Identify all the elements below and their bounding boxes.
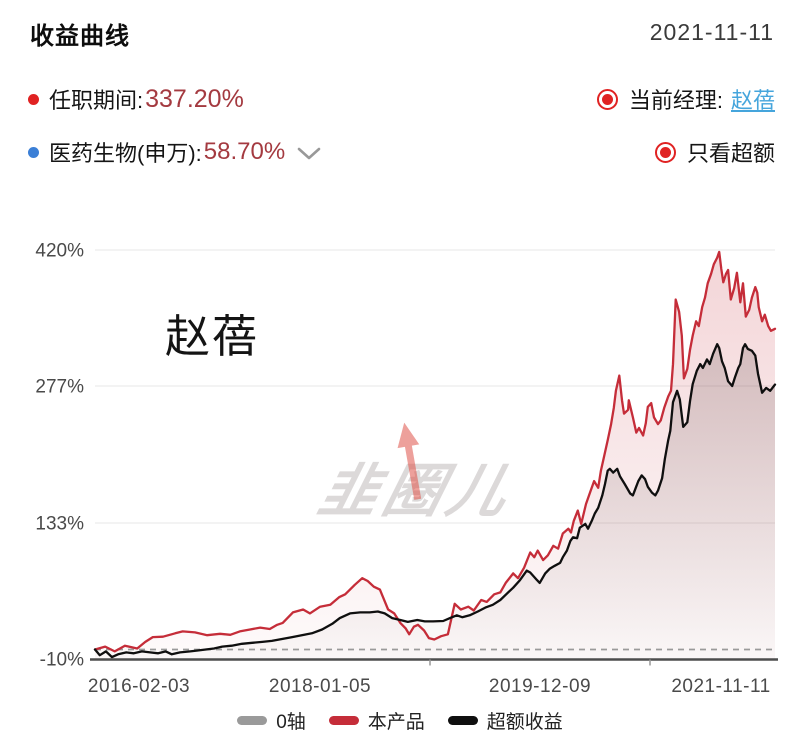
product-return-stat: 任职期间: 337.20% — [28, 83, 244, 115]
benchmark-label: 医药生物(申万): — [49, 141, 202, 166]
product-dot-icon — [28, 93, 39, 105]
svg-text:133%: 133% — [35, 514, 84, 535]
product-return-value: 337.20% — [145, 84, 244, 113]
excess-radio-icon[interactable] — [654, 141, 676, 163]
legend-item-excess[interactable]: 超额收益 — [447, 707, 563, 734]
svg-text:-10%: -10% — [40, 650, 84, 671]
page-title: 收益曲线 — [30, 23, 130, 50]
chart-canvas[interactable]: 420% 277% 133% -10% — [0, 228, 800, 672]
excess-only-label: 只看超额 — [686, 141, 775, 166]
excess-swatch-icon — [447, 716, 478, 725]
legend-item-zero-axis[interactable]: 0轴 — [237, 707, 306, 734]
product-return-label: 任职期间: — [49, 88, 144, 113]
x-tick-2016: 2016-02-03 — [87, 676, 191, 697]
chart-manager-annotation: 赵蓓 — [165, 311, 260, 362]
benchmark-dot-icon — [28, 146, 39, 158]
return-chart[interactable]: 韭圈儿 420% 277% 133% -10% 赵蓓 — [0, 228, 800, 672]
watermark-jiuquaner: 韭圈儿 — [313, 422, 552, 536]
x-tick-2018: 2018-01-05 — [268, 676, 372, 697]
excess-only-toggle[interactable]: 只看超额 — [654, 136, 775, 168]
x-tick-2019: 2019-12-09 — [488, 676, 592, 697]
chevron-down-icon[interactable] — [297, 147, 321, 161]
manager-radio-icon[interactable] — [596, 88, 618, 110]
chart-legend: 0轴 本产品 超额收益 — [0, 707, 800, 734]
svg-text:277%: 277% — [35, 377, 84, 398]
svg-text:420%: 420% — [35, 241, 84, 262]
benchmark-selector[interactable]: 医药生物(申万): 58.70% — [28, 136, 321, 168]
product-swatch-icon — [328, 716, 359, 725]
benchmark-value: 58.70% — [203, 138, 286, 165]
current-manager-label: 当前经理: — [628, 88, 723, 113]
legend-item-product[interactable]: 本产品 — [328, 707, 425, 734]
watermark-arrow-icon — [397, 422, 422, 501]
x-tick-2021: 2021-11-11 — [671, 676, 771, 697]
manager-link[interactable]: 赵蓓 — [730, 88, 775, 113]
current-manager-control[interactable]: 当前经理: 赵蓓 — [596, 83, 775, 115]
zero-axis-swatch-icon — [237, 716, 268, 725]
current-date: 2021-11-11 — [649, 19, 774, 45]
